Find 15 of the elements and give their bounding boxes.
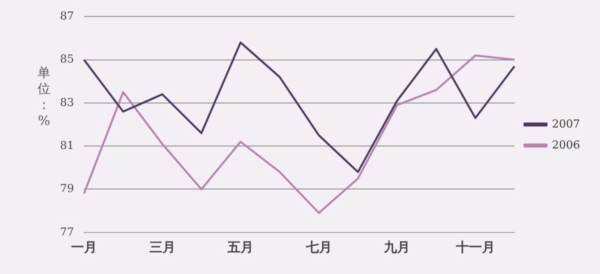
- y-axis-title: 单位：%: [36, 66, 52, 130]
- y-tick-label: 85: [60, 52, 74, 66]
- y-tick-label: 83: [60, 96, 74, 109]
- x-tick-label: 五月: [226, 240, 254, 256]
- y-tick-label: 79: [60, 182, 74, 196]
- x-tick-label: 十一月: [454, 240, 495, 256]
- x-tick-label: 九月: [383, 240, 410, 256]
- legend-label: 2006: [552, 138, 580, 152]
- x-tick-label: 一月: [70, 240, 97, 256]
- y-tick-label: 81: [60, 138, 74, 152]
- y-tick-label: 87: [60, 9, 74, 22]
- y-tick-label: 77: [60, 225, 74, 238]
- x-tick-label: 三月: [149, 240, 176, 256]
- x-tick-label: 七月: [304, 240, 332, 256]
- legend-label: 2007: [552, 117, 580, 130]
